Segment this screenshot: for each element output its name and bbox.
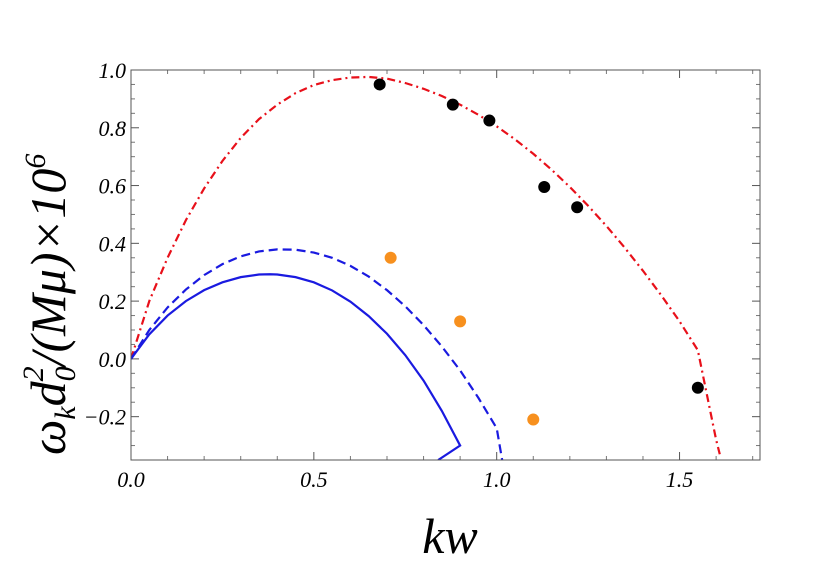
svg-text:ωkd02/(Mμ)×106: ωkd02/(Mμ)×106 (17, 154, 82, 455)
data-point (538, 181, 551, 193)
data-point (384, 251, 397, 264)
x-axis-title: kw (422, 508, 478, 564)
data-point (483, 114, 496, 127)
data-point (454, 315, 467, 328)
x-tick-label: 1.0 (483, 467, 511, 492)
y-tick-label: 0.6 (99, 174, 127, 199)
y-tick-label: 0.4 (99, 231, 127, 256)
plot-frame (130, 69, 761, 461)
y-tick-label: −0.2 (84, 405, 126, 430)
y-tick-label: 1.0 (99, 58, 127, 83)
data-point (373, 78, 386, 91)
y-tick-label: 0.0 (99, 347, 127, 372)
y-title-exp: 6 (19, 154, 52, 169)
y-axis-title: ωkd02/(Mμ)×106 (17, 154, 82, 455)
y-tick-label: 0.2 (99, 289, 127, 314)
series-curve-solid (131, 273, 462, 460)
y-tick-label: 0.8 (99, 116, 127, 141)
x-tick-label: 0.0 (117, 467, 145, 492)
data-point (527, 413, 540, 426)
series-curve-dashed (131, 248, 504, 460)
y-title-omega-sub: k (49, 406, 82, 420)
data-point (691, 381, 704, 394)
y-title-middle: /(Mμ)×10 (20, 169, 76, 370)
x-tick-label: 1.5 (666, 467, 694, 492)
data-point (446, 98, 459, 111)
y-title-d-sub: 0 (49, 366, 82, 381)
x-tick-label: 0.5 (300, 467, 328, 492)
series-layer (131, 75, 721, 460)
y-title-d-sup: 2 (17, 366, 50, 381)
data-point (571, 201, 584, 214)
y-title-d: d (20, 380, 76, 406)
y-title-omega: ω (20, 420, 76, 455)
ticks-layer: 0.0 0.5 1.0 1.5 −0.2 0.0 0.2 0.4 0.6 0.8 1.0 (84, 58, 760, 492)
series-curve-dash-dot (131, 75, 721, 455)
